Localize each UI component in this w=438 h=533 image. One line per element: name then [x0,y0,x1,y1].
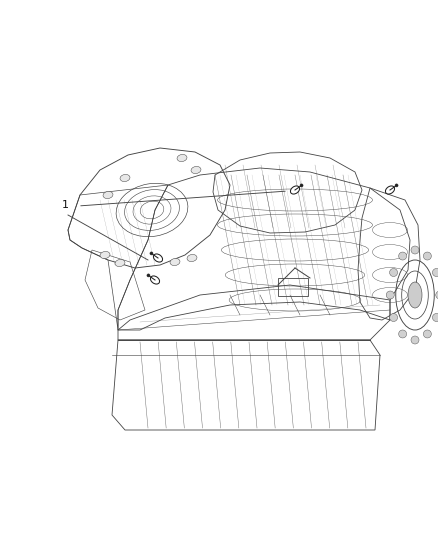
Ellipse shape [389,269,398,277]
Ellipse shape [120,174,130,182]
Ellipse shape [187,254,197,262]
Ellipse shape [147,274,150,277]
Ellipse shape [399,252,406,260]
Ellipse shape [115,260,125,266]
Ellipse shape [150,252,153,255]
Ellipse shape [432,269,438,277]
Ellipse shape [432,313,438,321]
Ellipse shape [436,291,438,299]
Text: 1: 1 [61,200,68,210]
Ellipse shape [411,246,419,254]
Ellipse shape [389,313,398,321]
Ellipse shape [424,330,431,338]
Ellipse shape [300,184,303,187]
Ellipse shape [399,330,406,338]
Ellipse shape [177,155,187,161]
Ellipse shape [411,336,419,344]
Ellipse shape [153,254,162,262]
Ellipse shape [191,166,201,174]
Ellipse shape [424,252,431,260]
Bar [278,278,308,296]
Ellipse shape [100,252,110,259]
Ellipse shape [386,291,394,299]
Ellipse shape [103,191,113,199]
Ellipse shape [290,186,300,194]
Ellipse shape [395,184,398,187]
Ellipse shape [385,186,395,194]
Ellipse shape [170,259,180,265]
Ellipse shape [408,282,422,308]
Ellipse shape [150,276,159,284]
